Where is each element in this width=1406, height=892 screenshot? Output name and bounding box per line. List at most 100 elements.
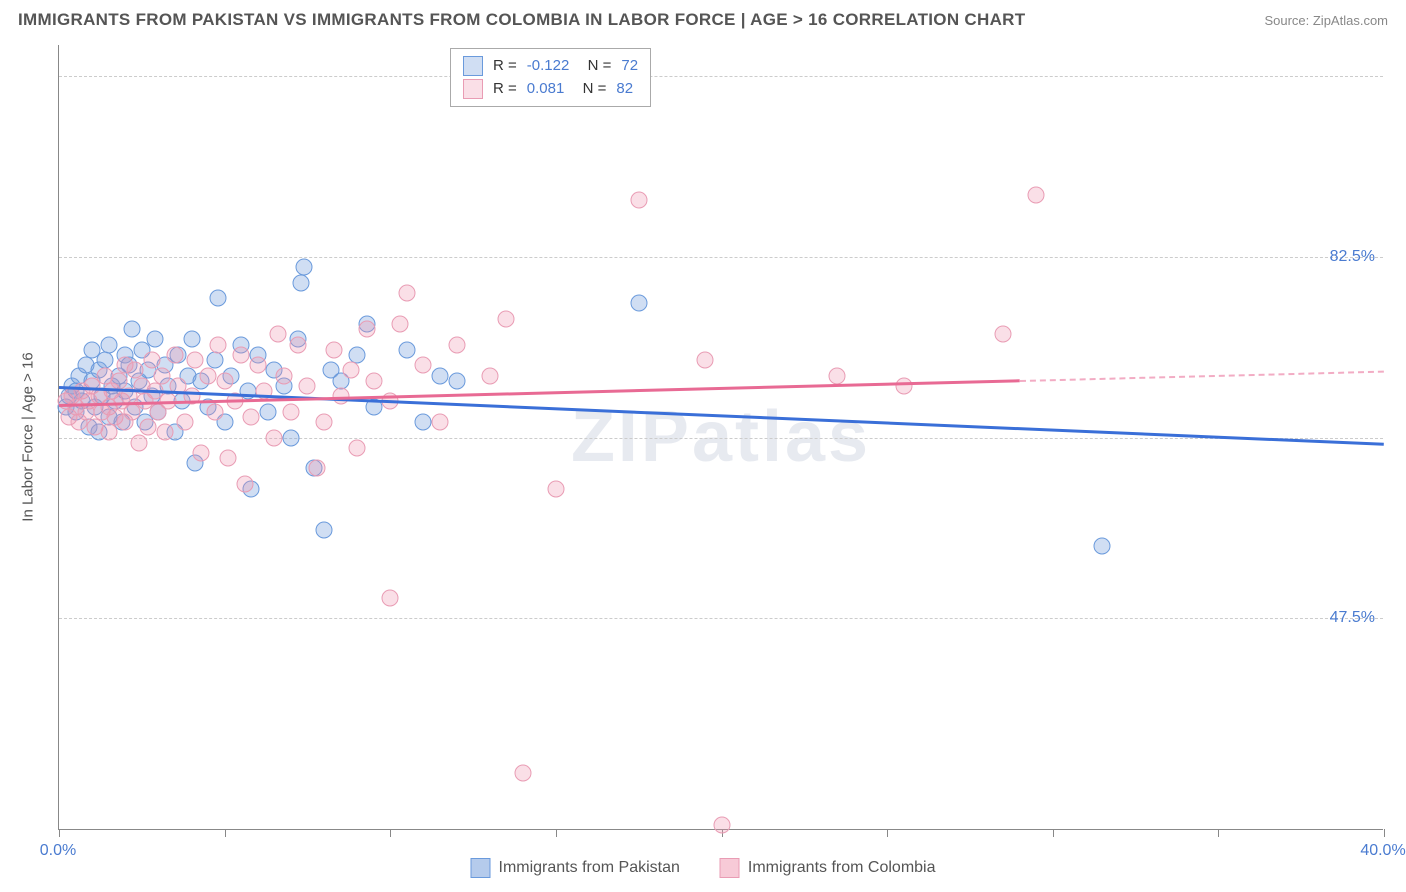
correlation-row: R = -0.122 N = 72 <box>463 55 638 78</box>
data-point <box>1094 537 1111 554</box>
data-point <box>547 481 564 498</box>
data-point <box>200 367 217 384</box>
data-point <box>97 352 114 369</box>
chart-source: Source: ZipAtlas.com <box>1264 13 1388 28</box>
correlation-legend: R = -0.122 N = 72R = 0.081 N = 82 <box>450 48 651 107</box>
data-point <box>995 326 1012 343</box>
data-point <box>123 321 140 338</box>
data-point <box>713 816 730 833</box>
data-point <box>292 274 309 291</box>
r-value: 0.081 <box>527 78 565 101</box>
r-label: R = <box>493 55 517 78</box>
r-value: -0.122 <box>527 55 570 78</box>
x-tick <box>556 829 557 837</box>
data-point <box>100 424 117 441</box>
r-label: R = <box>493 78 517 101</box>
data-point <box>289 336 306 353</box>
data-point <box>210 290 227 307</box>
data-point <box>100 336 117 353</box>
gridline <box>59 618 1383 619</box>
data-point <box>415 414 432 431</box>
x-tick <box>1384 829 1385 837</box>
data-point <box>316 522 333 539</box>
data-point <box>110 372 127 389</box>
legend-swatch <box>471 858 491 878</box>
data-point <box>696 352 713 369</box>
data-point <box>296 259 313 276</box>
n-label: N = <box>579 55 611 78</box>
x-tick <box>887 829 888 837</box>
data-point <box>166 346 183 363</box>
gridline <box>59 76 1383 77</box>
data-point <box>216 372 233 389</box>
data-point <box>299 377 316 394</box>
data-point <box>259 403 276 420</box>
data-point <box>140 419 157 436</box>
data-point <box>342 362 359 379</box>
data-point <box>498 310 515 327</box>
legend-swatch <box>463 56 483 76</box>
x-tick <box>59 829 60 837</box>
data-point <box>130 434 147 451</box>
data-point <box>398 341 415 358</box>
data-point <box>359 321 376 338</box>
data-point <box>282 403 299 420</box>
data-point <box>206 403 223 420</box>
legend-item: Immigrants from Pakistan <box>471 858 680 878</box>
data-point <box>269 326 286 343</box>
data-point <box>183 331 200 348</box>
y-axis-label: In Labor Force | Age > 16 <box>20 352 37 521</box>
data-point <box>481 367 498 384</box>
data-point <box>153 367 170 384</box>
gridline <box>59 257 1383 258</box>
data-point <box>282 429 299 446</box>
x-tick <box>1053 829 1054 837</box>
legend-item: Immigrants from Colombia <box>720 858 936 878</box>
data-point <box>630 191 647 208</box>
data-point <box>895 377 912 394</box>
data-point <box>1028 186 1045 203</box>
data-point <box>448 372 465 389</box>
data-point <box>243 408 260 425</box>
data-point <box>206 352 223 369</box>
data-point <box>309 460 326 477</box>
data-point <box>448 336 465 353</box>
y-tick-label: 82.5% <box>1330 248 1375 266</box>
legend-swatch <box>463 79 483 99</box>
data-point <box>276 367 293 384</box>
x-tick <box>1218 829 1219 837</box>
data-point <box>157 424 174 441</box>
x-tick-label: 40.0% <box>1360 842 1405 860</box>
data-point <box>349 346 366 363</box>
x-tick <box>390 829 391 837</box>
x-tick <box>225 829 226 837</box>
chart-header: IMMIGRANTS FROM PAKISTAN VS IMMIGRANTS F… <box>18 10 1388 30</box>
data-point <box>143 352 160 369</box>
data-point <box>415 357 432 374</box>
data-point <box>147 331 164 348</box>
correlation-row: R = 0.081 N = 82 <box>463 78 638 101</box>
n-value: 82 <box>616 78 633 101</box>
data-point <box>431 367 448 384</box>
data-point <box>233 346 250 363</box>
data-point <box>398 284 415 301</box>
data-point <box>325 341 342 358</box>
data-point <box>365 372 382 389</box>
legend-label: Immigrants from Pakistan <box>499 859 680 876</box>
data-point <box>186 352 203 369</box>
data-point <box>266 429 283 446</box>
trend-line-dashed <box>1020 370 1384 381</box>
data-point <box>392 315 409 332</box>
scatter-plot: ZIPatlas 47.5%82.5% <box>58 45 1383 830</box>
data-point <box>829 367 846 384</box>
data-point <box>431 414 448 431</box>
data-point <box>514 765 531 782</box>
legend-swatch <box>720 858 740 878</box>
data-point <box>316 414 333 431</box>
bottom-legend: Immigrants from Pakistan Immigrants from … <box>471 858 936 878</box>
x-tick-label: 0.0% <box>40 842 76 860</box>
data-point <box>382 589 399 606</box>
data-point <box>219 450 236 467</box>
data-point <box>630 295 647 312</box>
legend-label: Immigrants from Colombia <box>748 859 936 876</box>
